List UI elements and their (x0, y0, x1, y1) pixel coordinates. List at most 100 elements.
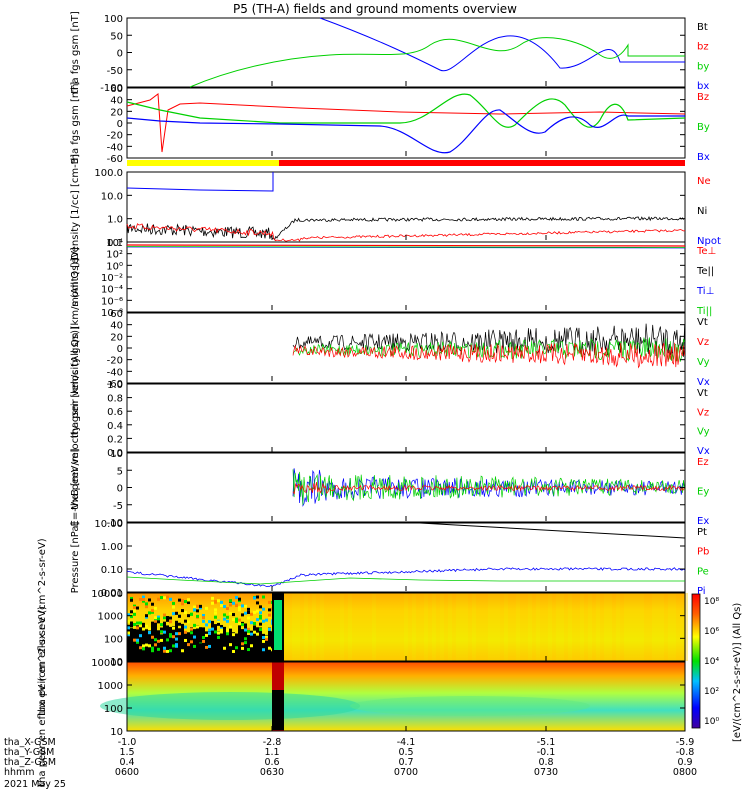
ion-spectrogram-pixel (148, 627, 151, 631)
ylabel-ion_spec: tha peir en eflux eV (cm^2-s-sr-eV) (37, 538, 48, 715)
legend-entry: Vy (697, 427, 710, 438)
ion-spectrogram-pixel (232, 646, 235, 650)
ion-spectrogram-pixel (166, 638, 169, 642)
ion-spectrogram-pixel (166, 616, 169, 620)
ion-spectrogram-pixel (181, 649, 184, 653)
ion-spectrogram-pixel (256, 644, 259, 648)
ion-spectrogram-column (336, 593, 340, 661)
ion-spectrogram-column (208, 630, 211, 685)
ytick-label: 0.0 (107, 448, 123, 459)
ytick-label: 10 (110, 449, 123, 460)
ion-spectrogram-pixel (175, 637, 178, 641)
ion-spectrogram-pixel (163, 613, 166, 617)
panel-frame (126, 17, 686, 88)
ion-spectrogram-column (232, 632, 235, 686)
ytick-label: 10 (110, 727, 123, 738)
ion-spectrogram-pixel (232, 649, 235, 653)
ion-spectrogram-pixel (208, 648, 211, 652)
ytick-label: 10000 (91, 589, 123, 600)
ylabel-temp: momt3 [eV] (70, 247, 81, 307)
ion-spectrogram-column (656, 593, 660, 661)
ion-spectrogram-pixel (247, 629, 250, 633)
ion-spectrogram-pixel (187, 614, 190, 618)
ion-spectrogram-pixel (148, 598, 151, 602)
ion-spectrogram-column (504, 593, 508, 661)
ion-spectrogram-column (332, 593, 336, 661)
ion-spectrogram-pixel (214, 630, 217, 634)
ylabel-efield: E=-VxB [mV/m] (70, 448, 81, 526)
ion-spectrogram-pixel (253, 630, 256, 634)
ion-spectrogram-pixel (139, 621, 142, 625)
series-ey-line (292, 469, 685, 505)
ion-spectrogram-pixel (247, 607, 250, 611)
ion-spectrogram-column (324, 593, 328, 661)
ion-spectrogram-pixel (145, 614, 148, 618)
x-axis-tick-label: 1.5 (119, 747, 134, 758)
colorbar-tick-label: 10⁸ (704, 597, 719, 607)
ion-spectrogram-pixel (247, 648, 250, 652)
ytick-label: 0.2 (107, 434, 123, 445)
y-axis-labels: tha fgs gsm [nT]tha fgs gsm [nT]Density … (37, 11, 81, 787)
ion-spectrogram-pixel (130, 598, 133, 602)
ion-spectrogram-pixel (241, 646, 244, 650)
ion-spectrogram-pixel (169, 616, 172, 620)
ion-spectrogram-pixel (214, 615, 217, 619)
ion-spectrogram-pixel (133, 606, 136, 610)
ytick-label: 0.01 (101, 588, 123, 599)
ion-spectrogram-column (296, 593, 300, 661)
ion-spectrogram-pixel (238, 606, 241, 610)
ion-spectrogram-column (544, 593, 548, 661)
ion-spectrogram-column (604, 593, 608, 661)
ion-spectrogram-column (205, 631, 208, 687)
ion-spectrogram-column (253, 625, 256, 677)
mode-bar-fast-survey (279, 160, 685, 166)
ion-spectrogram-pixel (256, 609, 259, 613)
ion-spectrogram-column (608, 593, 612, 661)
legend-entry: Vt (697, 388, 708, 399)
colorbar-tick-label: 10² (704, 687, 719, 697)
panel-temp (126, 241, 686, 313)
ion-spectrogram-column (476, 593, 480, 661)
ion-spectrogram-pixel (142, 595, 145, 599)
ion-spectrogram-pixel (235, 603, 238, 607)
ion-spectrogram-column (217, 631, 220, 686)
legend-entry: Vz (697, 337, 709, 348)
ion-spectrogram-pixel (241, 613, 244, 617)
ytick-label: 5 (117, 466, 123, 477)
ion-spectrogram-pixel (166, 649, 169, 653)
ion-spectrogram-pixel (223, 646, 226, 650)
legend-entry: bz (697, 42, 709, 53)
panel-frame (126, 241, 686, 313)
ytick-label: 100.0 (94, 168, 123, 179)
mode-bar-slow-survey (127, 160, 279, 166)
ytick-label: 40 (110, 321, 123, 332)
ion-spectrogram-pixel (127, 613, 130, 617)
ion-spectrogram-pixel (220, 604, 223, 608)
series-bz-line (126, 93, 686, 153)
ion-spectrogram-pixel (184, 619, 187, 623)
ion-spectrogram-pixel (202, 619, 205, 623)
series-pe-line (126, 576, 685, 585)
ion-spectrogram-column (492, 593, 496, 661)
series-bx-line (126, 109, 685, 154)
ytick-label: -20 (107, 131, 123, 142)
series-npot-line (126, 172, 274, 192)
ion-spectrogram-pixel (205, 648, 208, 652)
ion-spectrogram-column (380, 593, 384, 661)
ion-spectrogram-column (175, 620, 178, 678)
ion-spectrogram-pixel (154, 616, 157, 620)
ion-spectrogram-column (226, 633, 229, 688)
legend-entry: bx (697, 81, 709, 92)
ion-spectrogram-column (472, 593, 476, 661)
series-vz-line (292, 342, 685, 369)
ion-spectrogram-pixel (157, 647, 160, 651)
ion-spectrogram-column (588, 593, 592, 661)
panel-efield (126, 452, 686, 523)
ion-spectrogram-pixel (187, 598, 190, 602)
ion-spectrogram-column (154, 618, 157, 677)
x-axis-tick-label: -2.8 (263, 737, 282, 748)
ion-spectrogram-column (396, 593, 400, 661)
ion-spectrogram-column (592, 593, 596, 661)
ytick-label: 100 (104, 634, 123, 645)
series-bx-line (319, 17, 685, 72)
